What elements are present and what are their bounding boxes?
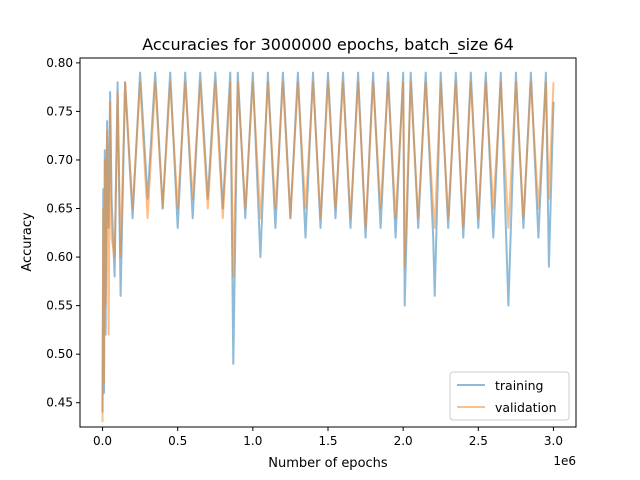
x-tick-label: 3.0 — [544, 434, 563, 448]
y-tick-label: 0.75 — [46, 104, 73, 118]
y-tick-label: 0.55 — [46, 299, 73, 313]
y-tick-label: 0.65 — [46, 202, 73, 216]
plot-area: 0.0 0.5 1.0 1.5 2.0 2.5 3.0 0.450.500.550.600.… — [46, 56, 577, 448]
legend-label-training: training — [495, 378, 543, 393]
y-tick-label: 0.45 — [46, 396, 73, 410]
x-axis-ticks: 0.0 0.5 1.0 1.5 2.0 2.5 3.0 — [93, 427, 563, 448]
legend-label-validation: validation — [495, 400, 557, 415]
x-tick-label: 1.0 — [243, 434, 262, 448]
x-tick-label: 2.5 — [469, 434, 488, 448]
x-tick-label: 2.0 — [394, 434, 413, 448]
y-axis-label: Accuracy — [20, 212, 35, 272]
x-tick-label: 0.0 — [93, 434, 112, 448]
series-line-validation — [101, 81, 555, 423]
y-axis-ticks: 0.45 0.50 0.55 0.60 0.65 0.70 0.75 0.80 — [46, 56, 80, 410]
x-tick-label: 1.5 — [318, 434, 337, 448]
y-tick-label: 0.80 — [46, 56, 73, 70]
legend: training validation — [449, 371, 570, 421]
y-tick-label: 0.50 — [46, 347, 73, 361]
x-tick-label: 0.5 — [168, 434, 187, 448]
x-axis-label: Number of epochs — [268, 456, 388, 471]
series-layer — [101, 71, 555, 423]
chart-title: Accuracies for 3000000 epochs, batch_siz… — [142, 35, 514, 55]
y-tick-label: 0.60 — [46, 250, 73, 264]
y-tick-label: 0.70 — [46, 153, 73, 167]
x-axis-offset-label: 1e6 — [553, 454, 576, 468]
